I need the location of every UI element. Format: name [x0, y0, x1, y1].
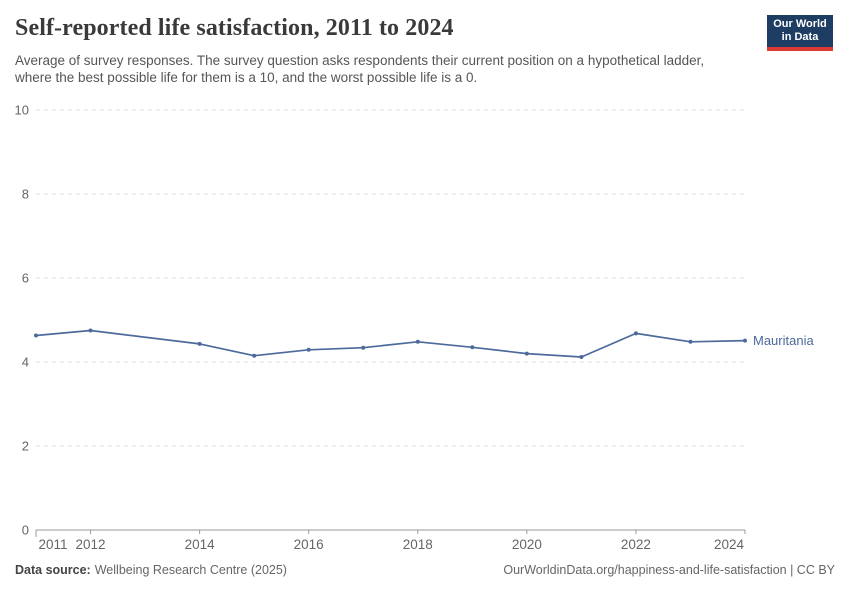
x-tick-label: 2012	[76, 537, 106, 552]
chart-subtitle: Average of survey responses. The survey …	[15, 52, 705, 86]
x-tick-label: 2011	[38, 537, 67, 552]
data-point[interactable]	[633, 331, 638, 336]
data-point[interactable]	[470, 345, 475, 350]
y-tick-label: 4	[22, 355, 29, 370]
data-source-value: Wellbeing Research Centre (2025)	[94, 563, 287, 577]
data-source-label: Data source:	[15, 563, 91, 577]
x-tick-label: 2018	[403, 537, 433, 552]
x-tick-label: 2024	[714, 537, 745, 552]
data-point[interactable]	[306, 347, 311, 352]
series-label: Mauritania	[753, 333, 814, 348]
data-point[interactable]	[743, 338, 747, 343]
series-line[interactable]	[35, 329, 746, 358]
x-tick-label: 2022	[621, 537, 651, 552]
chart-header: Self-reported life satisfaction, 2011 to…	[15, 14, 750, 87]
data-point[interactable]	[579, 355, 584, 359]
y-tick-label: 8	[22, 187, 29, 202]
data-point[interactable]	[361, 345, 366, 350]
y-tick-label: 0	[22, 523, 29, 538]
y-tick-label: 2	[22, 439, 29, 454]
chart-canvas[interactable]: 0 2 4 6 8 10 2011 2012 2014 2016 2018 2020 2022 2024 M…	[0, 95, 850, 560]
logo-text-line2: in Data	[781, 31, 819, 43]
chart-footer: Data source: Wellbeing Research Centre (2…	[15, 563, 835, 577]
y-tick-label: 6	[22, 271, 29, 286]
page-title: Self-reported life satisfaction, 2011 to…	[15, 15, 454, 41]
data-point[interactable]	[88, 328, 93, 333]
data-point[interactable]	[688, 339, 693, 344]
x-tick-label: 2020	[512, 537, 542, 552]
data-point[interactable]	[252, 353, 257, 358]
logo-text-line1: Our World	[773, 18, 827, 30]
data-source: Data source: Wellbeing Research Centre (2…	[15, 563, 287, 577]
data-point[interactable]	[415, 339, 420, 344]
x-tick-label: 2014	[185, 537, 216, 552]
x-tick-label: 2016	[294, 537, 324, 552]
owid-url-link[interactable]: OurWorldinData.org/happiness-and-life-sa…	[503, 563, 835, 577]
y-tick-label: 10	[15, 103, 29, 118]
data-point[interactable]	[34, 333, 38, 338]
data-point[interactable]	[197, 341, 202, 346]
line-chart-area: 0 2 4 6 8 10 2011 2012 2014 2016 2018 2020 2022 2024 M…	[0, 95, 850, 560]
owid-logo[interactable]: Our World in Data	[767, 15, 833, 51]
data-point[interactable]	[524, 351, 529, 356]
